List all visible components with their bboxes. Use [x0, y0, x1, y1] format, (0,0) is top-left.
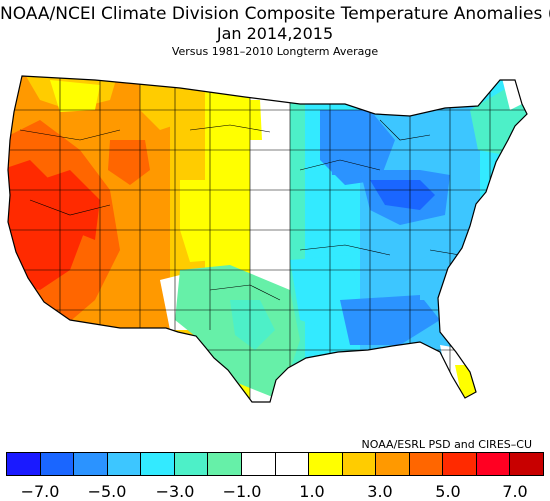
colorbar-swatch — [241, 453, 276, 475]
colorbar-swatch — [510, 453, 543, 475]
colorbar-tick-label: −7.0 — [20, 482, 60, 501]
map-title: NOAA/NCEI Climate Division Composite Tem… — [0, 4, 550, 24]
colorbar-tick-label: −3.0 — [155, 482, 195, 501]
colorbar-swatch — [107, 453, 142, 475]
map-subtitle: Versus 1981–2010 Longterm Average — [171, 45, 379, 58]
colorbar-swatch — [275, 453, 310, 475]
colorbar-swatch — [40, 453, 75, 475]
colorbar-swatch — [141, 453, 175, 475]
colorbar-swatch — [443, 453, 477, 475]
colorbar-swatch — [376, 453, 410, 475]
colorbar-swatch — [74, 453, 108, 475]
colorbar-swatch — [409, 453, 444, 475]
colorbar-tick-label: −5.0 — [87, 482, 127, 501]
colorbar-swatch — [309, 453, 343, 475]
colorbar — [6, 452, 544, 476]
colorbar-tick-label: −1.0 — [222, 482, 262, 501]
colorbar-swatch — [342, 453, 377, 475]
colorbar-tick-label: 7.0 — [502, 482, 528, 501]
map-period: Jan 2014,2015 — [216, 24, 334, 43]
us-anomaly-map — [7, 75, 528, 403]
credit-label: NOAA/ESRL PSD and CIRES–CU — [361, 438, 532, 451]
colorbar-swatch — [476, 453, 511, 475]
us-outline — [7, 75, 528, 403]
colorbar-tick-label: 3.0 — [367, 482, 393, 501]
colorbar-swatch — [174, 453, 209, 475]
colorbar-swatch — [7, 453, 41, 475]
colorbar-tick-label: 5.0 — [435, 482, 461, 501]
colorbar-swatch — [208, 453, 242, 475]
colorbar-tick-label: 1.0 — [299, 482, 325, 501]
